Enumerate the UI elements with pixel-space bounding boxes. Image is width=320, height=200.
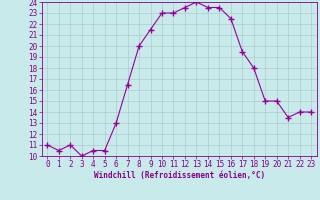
X-axis label: Windchill (Refroidissement éolien,°C): Windchill (Refroidissement éolien,°C): [94, 171, 265, 180]
